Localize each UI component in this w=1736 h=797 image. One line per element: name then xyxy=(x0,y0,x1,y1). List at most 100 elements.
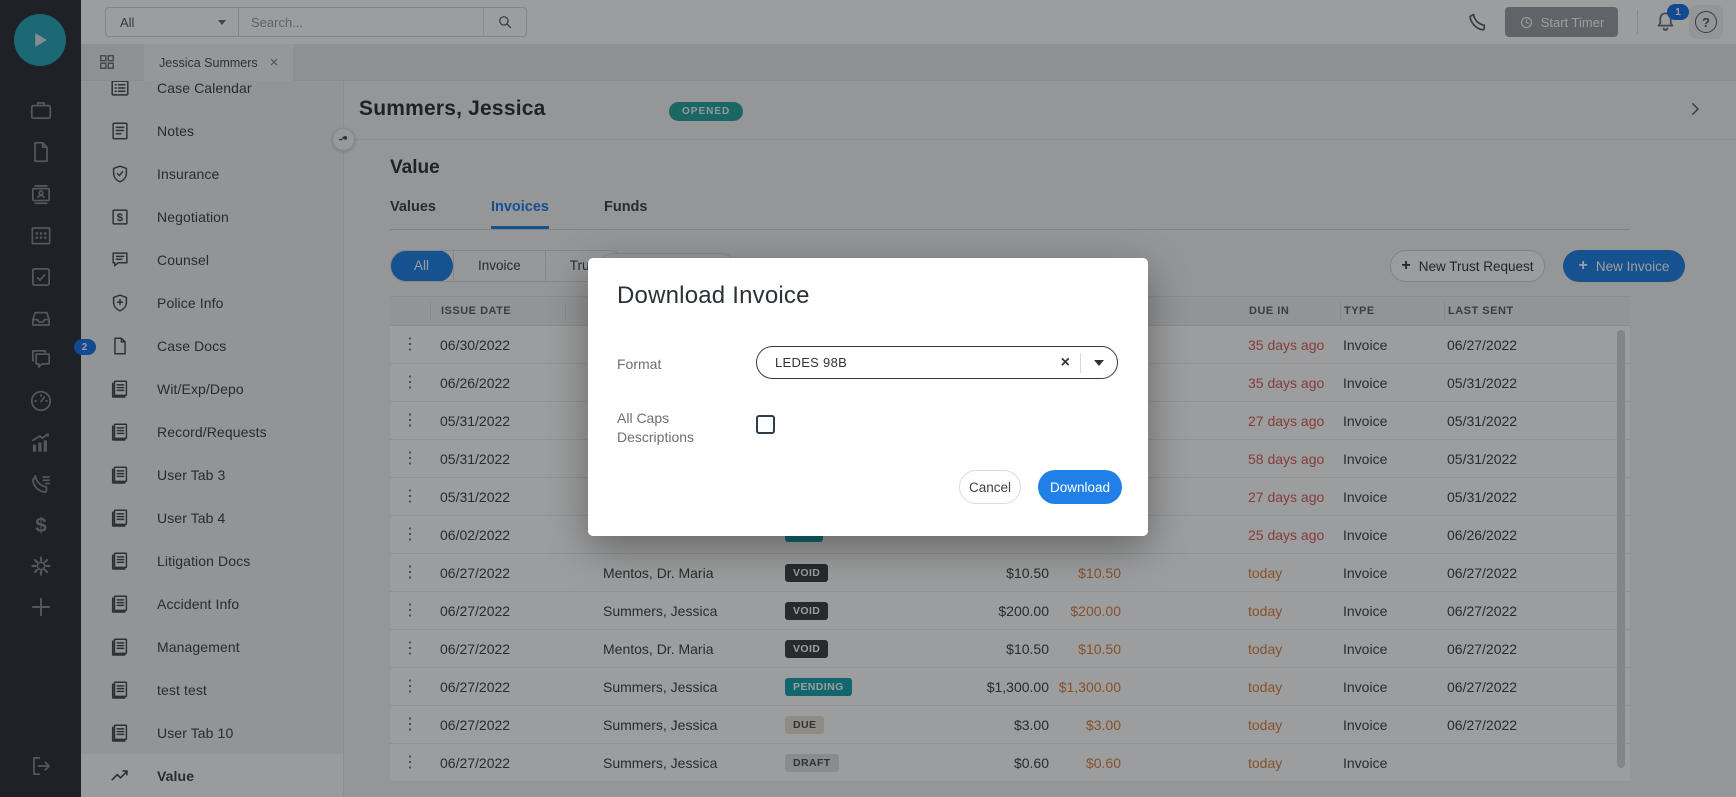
close-icon[interactable]: × xyxy=(269,54,279,71)
tab-funds[interactable]: Funds xyxy=(603,199,648,215)
search-input[interactable] xyxy=(239,14,483,30)
recipient-cell: Mentos, Dr. Maria xyxy=(603,640,714,657)
last-sent-cell: 06/27/2022 xyxy=(1447,716,1518,733)
table-row[interactable]: ⋮ 06/27/2022 Summers, Jessica DUE $3.00 $3.00… xyxy=(390,706,1630,744)
case-tab[interactable]: Jessica Summers × xyxy=(144,44,294,81)
table-row[interactable]: ⋮ 06/27/2022 Mentos, Dr. Maria VOID $10.50 $1… xyxy=(390,554,1630,592)
issue-date-cell: 06/02/2022 xyxy=(440,526,511,543)
vertical-scrollbar[interactable] xyxy=(1617,330,1625,768)
kebab-menu-icon[interactable]: ⋮ xyxy=(402,715,418,733)
issue-date-cell: 06/27/2022 xyxy=(440,640,511,657)
col-issue-date[interactable]: ISSUE DATE xyxy=(430,302,565,320)
sidebar-item-user-tab-10[interactable]: User Tab 10 xyxy=(81,711,343,754)
sidebar-item-insurance[interactable]: Insurance xyxy=(81,152,343,195)
kebab-menu-icon[interactable]: ⋮ xyxy=(402,677,418,695)
sidebar-item-value[interactable]: Value xyxy=(81,754,343,797)
type-filter-segmented: All Invoice Trust xyxy=(390,250,626,282)
table-row[interactable]: ⋮ 06/27/2022 Summers, Jessica DRAFT $0.60 $0.… xyxy=(390,744,1630,782)
kebab-menu-icon[interactable]: ⋮ xyxy=(402,753,418,771)
modal-title: Download Invoice xyxy=(617,282,810,309)
issue-date-cell: 06/26/2022 xyxy=(440,374,511,391)
type-cell: Invoice xyxy=(1343,526,1388,543)
chat-icon[interactable]: 2 xyxy=(0,339,96,377)
issue-date-cell: 05/31/2022 xyxy=(440,488,511,505)
sidebar-item-label: Notes xyxy=(157,122,195,139)
search-scope-select[interactable]: All xyxy=(106,15,238,30)
sidebar-item-label: Value xyxy=(157,767,195,784)
due-in-cell: today xyxy=(1248,640,1283,657)
start-timer-label: Start Timer xyxy=(1540,14,1605,30)
sidebar-item-negotiation[interactable]: Negotiation xyxy=(81,195,343,238)
tab-invoices[interactable]: Invoices xyxy=(491,199,549,229)
due-in-cell: today xyxy=(1248,716,1283,733)
due-in-cell: 27 days ago xyxy=(1248,412,1325,429)
chevron-down-icon[interactable] xyxy=(1094,359,1104,366)
section-title: Value xyxy=(390,157,440,178)
sidebar-item-label: Case Calendar xyxy=(157,81,252,96)
balance-cell: $10.50 xyxy=(1078,564,1121,581)
sidebar-item-test-test[interactable]: test test xyxy=(81,668,343,711)
sidebar-item-accident-info[interactable]: Accident Info xyxy=(81,582,343,625)
sidebar-item-management[interactable]: Management xyxy=(81,625,343,668)
kebab-menu-icon[interactable]: ⋮ xyxy=(402,449,418,467)
invoice-status-badge: PENDING xyxy=(785,678,852,696)
type-cell: Invoice xyxy=(1343,640,1388,657)
app-logo-icon[interactable] xyxy=(14,14,66,66)
invoice-status-badge: VOID xyxy=(785,564,829,582)
tab-values[interactable]: Values xyxy=(390,199,436,215)
table-row[interactable]: ⋮ 06/27/2022 Summers, Jessica VOID $200.00 $2… xyxy=(390,592,1630,630)
all-caps-checkbox[interactable] xyxy=(756,415,775,434)
filter-invoice[interactable]: Invoice xyxy=(453,251,545,281)
sidebar-item-case-calendar[interactable]: Case Calendar xyxy=(81,81,343,109)
clear-icon[interactable]: × xyxy=(1060,353,1070,371)
kebab-menu-icon[interactable]: ⋮ xyxy=(402,335,418,353)
sidebar-item-litigation-docs[interactable]: Litigation Docs xyxy=(81,539,343,582)
col-last-sent[interactable]: LAST SENT xyxy=(1444,302,1630,320)
col-type[interactable]: TYPE xyxy=(1340,302,1444,320)
issue-date-cell: 06/27/2022 xyxy=(440,564,511,581)
sidebar-pin-button[interactable] xyxy=(332,128,355,151)
help-icon[interactable]: ? xyxy=(1689,5,1723,39)
kebab-menu-icon[interactable]: ⋮ xyxy=(402,639,418,657)
new-trust-request-button[interactable]: + New Trust Request xyxy=(1390,250,1545,282)
sidebar-item-wit-exp-depo[interactable]: Wit/Exp/Depo xyxy=(81,367,343,410)
sidebar-item-user-tab-4[interactable]: User Tab 4 xyxy=(81,496,343,539)
kebab-menu-icon[interactable]: ⋮ xyxy=(402,411,418,429)
download-button[interactable]: Download xyxy=(1038,470,1122,504)
notifications-bell-icon[interactable]: 1 xyxy=(1653,4,1689,39)
due-in-cell: today xyxy=(1248,564,1283,581)
sidebar-items: Case Calendar Notes Insurance Negotiation Co… xyxy=(81,81,343,797)
kebab-menu-icon[interactable]: ⋮ xyxy=(402,563,418,581)
table-row[interactable]: ⋮ 06/27/2022 Summers, Jessica PENDING $1,300… xyxy=(390,668,1630,706)
invoice-status-badge: VOID xyxy=(785,602,829,620)
sidebar-item-record-requests[interactable]: Record/Requests xyxy=(81,410,343,453)
filter-all[interactable]: All xyxy=(391,251,454,281)
sidebar-item-user-tab-3[interactable]: User Tab 3 xyxy=(81,453,343,496)
sidebar-item-police-info[interactable]: Police Info xyxy=(81,281,343,324)
type-cell: Invoice xyxy=(1343,564,1388,581)
search-icon[interactable] xyxy=(483,8,526,36)
type-cell: Invoice xyxy=(1343,336,1388,353)
sidebar-item-counsel[interactable]: Counsel xyxy=(81,238,343,281)
cancel-button[interactable]: Cancel xyxy=(959,470,1021,504)
sidebar-item-case-docs[interactable]: Case Docs xyxy=(81,324,343,367)
kebab-menu-icon[interactable]: ⋮ xyxy=(402,601,418,619)
sidebar-item-notes[interactable]: Notes xyxy=(81,109,343,152)
table-row[interactable]: ⋮ 06/27/2022 Mentos, Dr. Maria VOID $10.50 $1… xyxy=(390,630,1630,668)
start-timer-button[interactable]: Start Timer xyxy=(1505,7,1618,37)
kebab-menu-icon[interactable]: ⋮ xyxy=(402,487,418,505)
issue-date-cell: 06/30/2022 xyxy=(440,336,511,353)
type-cell: Invoice xyxy=(1343,450,1388,467)
kebab-menu-icon[interactable]: ⋮ xyxy=(402,525,418,543)
case-header: Summers, Jessica OPENED xyxy=(332,81,1736,151)
issue-date-cell: 05/31/2022 xyxy=(440,450,511,467)
value-tabs: Values Invoices Funds xyxy=(390,199,1630,230)
kebab-menu-icon[interactable]: ⋮ xyxy=(402,373,418,391)
sidebar-item-label: Management xyxy=(157,638,240,655)
format-label: Format xyxy=(617,356,662,372)
status-cell: PENDING xyxy=(785,677,980,696)
format-select[interactable]: LEDES 98B × xyxy=(756,346,1118,379)
sidebar-item-label: Insurance xyxy=(157,165,220,182)
search-scope-value: All xyxy=(120,14,135,30)
new-invoice-button[interactable]: + New Invoice xyxy=(1563,250,1685,282)
